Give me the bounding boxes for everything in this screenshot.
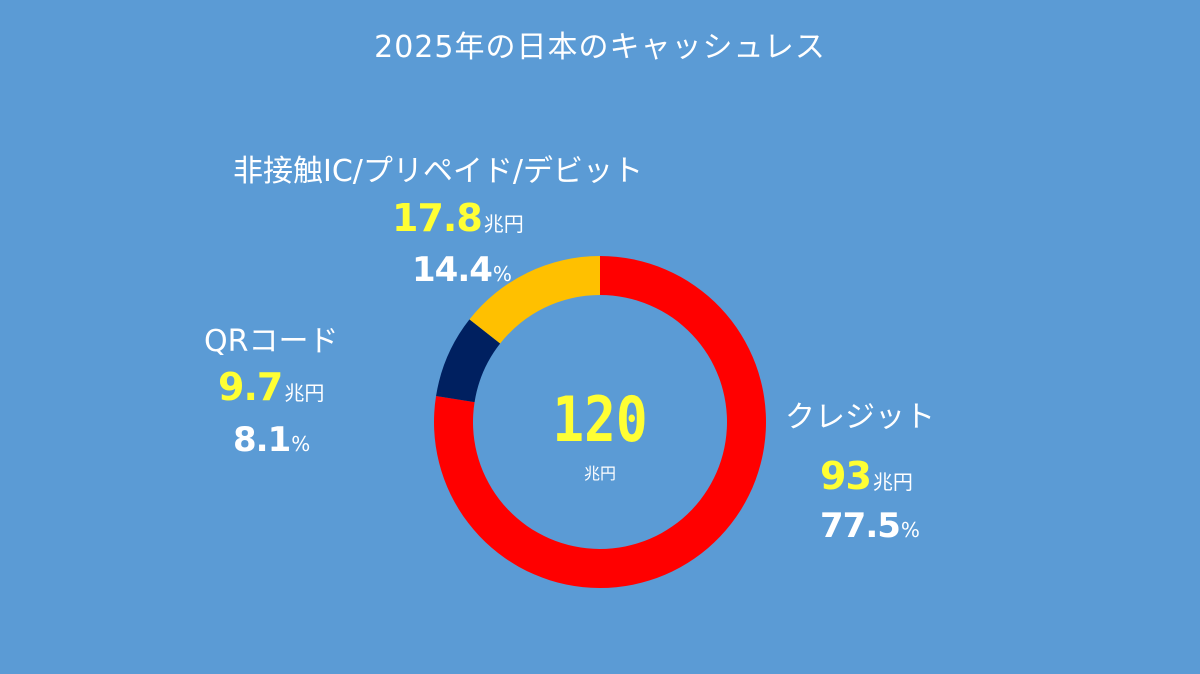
center-total-unit: 兆円 — [583, 464, 616, 483]
slice-label-contactless-name: 非接触IC/プリペイド/デビット — [233, 154, 644, 189]
credit-amount-unit: 兆円 — [872, 470, 913, 494]
slice-label-qr-percent: 8.1% — [233, 420, 310, 460]
contactless-percent-value: 14.4 — [412, 250, 493, 290]
slice-label-credit-name: クレジット — [785, 400, 935, 435]
credit-percent-value: 77.5 — [820, 506, 901, 546]
slice-label-qr-name: QRコード — [204, 324, 339, 359]
slice-contactless — [469, 256, 600, 344]
contactless-amount-value: 17.8 — [392, 196, 483, 240]
slice-label-contactless-amount: 17.8 兆円 — [392, 196, 524, 240]
slice-label-qr-amount: 9.7 兆円 — [218, 365, 324, 409]
credit-amount-value: 93 — [820, 454, 872, 498]
slice-label-contactless-percent: 14.4% — [412, 250, 512, 290]
center-total-value: 120 — [552, 383, 648, 456]
slice-label-credit-percent: 77.5% — [820, 506, 920, 546]
slice-label-credit-amount: 93 兆円 — [820, 454, 913, 498]
qr-amount-unit: 兆円 — [284, 381, 325, 405]
contactless-percent-unit: % — [492, 262, 512, 286]
contactless-amount-unit: 兆円 — [483, 212, 524, 236]
credit-percent-unit: % — [900, 518, 920, 542]
qr-percent-value: 8.1 — [233, 420, 291, 460]
qr-amount-value: 9.7 — [218, 365, 283, 409]
qr-percent-unit: % — [291, 432, 311, 456]
chart-title: 2025年の日本のキャッシュレス — [374, 30, 826, 65]
slice-qr — [436, 319, 501, 403]
